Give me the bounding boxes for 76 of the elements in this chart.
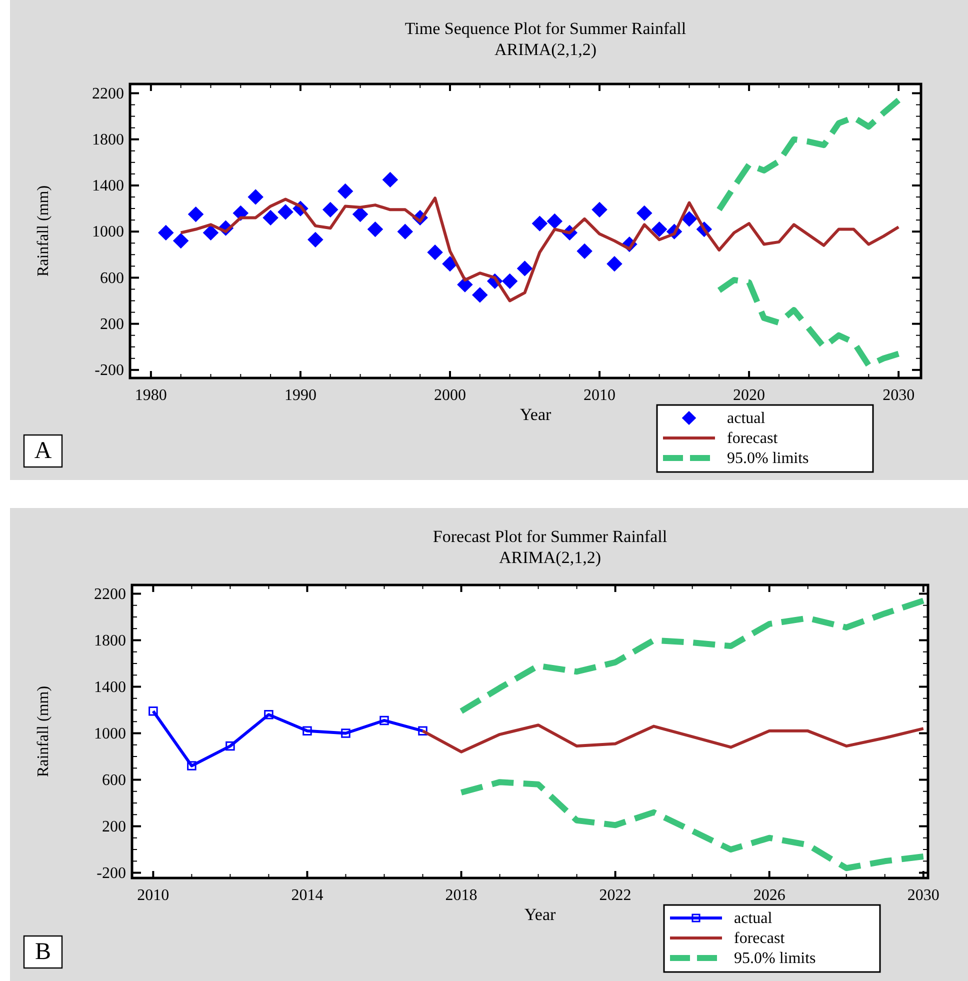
x-tick-label: 1980 <box>134 387 167 404</box>
y-tick-label: 600 <box>102 772 126 789</box>
point <box>341 728 350 738</box>
point <box>382 172 398 188</box>
y-tick-label: 200 <box>100 316 124 333</box>
point <box>532 216 548 232</box>
y-tick-label: 1800 <box>92 131 124 148</box>
x-tick-label: 2000 <box>434 387 466 404</box>
legend-label: forecast <box>734 930 786 947</box>
point <box>187 761 196 770</box>
chart-subtitle: ARIMA(2,1,2) <box>499 548 601 567</box>
x-tick-label: 2010 <box>137 887 170 904</box>
y-tick-label: -200 <box>94 362 124 380</box>
point <box>148 706 158 716</box>
point <box>322 202 338 218</box>
point <box>248 189 264 205</box>
point <box>442 256 458 272</box>
text: B <box>34 939 52 965</box>
y-tick-label: 1000 <box>92 224 124 241</box>
x-tick-label: 2026 <box>753 887 786 904</box>
point <box>264 710 274 720</box>
point <box>278 204 294 220</box>
point <box>636 205 652 221</box>
y-tick-label: 1400 <box>92 178 124 195</box>
point <box>158 224 174 241</box>
chart-title: Time Sequence Plot for Summer Rainfall <box>404 19 686 38</box>
point <box>308 232 324 248</box>
point <box>172 232 189 249</box>
x-tick-label: 2030 <box>882 387 915 404</box>
y-tick-label: 2200 <box>92 85 124 102</box>
point <box>367 221 384 238</box>
text: A <box>34 438 52 464</box>
point <box>202 224 219 241</box>
point <box>380 716 389 726</box>
point <box>302 726 312 736</box>
y-tick-label: 2200 <box>94 586 126 603</box>
y-tick-label: 1800 <box>94 632 126 650</box>
x-tick-label: 2014 <box>291 887 324 904</box>
legend-label: actual <box>734 910 773 927</box>
x-tick-label: 2010 <box>584 387 616 404</box>
x-tick-label: 2022 <box>599 887 632 904</box>
point <box>681 211 698 227</box>
point <box>606 256 622 272</box>
point <box>397 224 414 240</box>
point <box>427 244 443 260</box>
point <box>546 213 563 230</box>
point <box>418 726 428 736</box>
point <box>592 202 608 218</box>
y-tick-label: 1000 <box>94 725 126 742</box>
legend-label: actual <box>727 410 766 427</box>
point <box>337 183 354 200</box>
y-tick-label: 200 <box>102 818 126 836</box>
point <box>502 273 518 289</box>
point <box>576 243 592 259</box>
point <box>226 741 235 751</box>
x-tick-label: 2030 <box>907 887 940 904</box>
point <box>188 206 204 222</box>
point <box>651 221 668 238</box>
legend-label: forecast <box>727 430 778 447</box>
point <box>472 287 488 303</box>
y-axis-title: Rainfall (mm) <box>35 686 52 778</box>
x-tick-label: 1990 <box>284 387 316 404</box>
y-tick-label: -200 <box>96 864 126 882</box>
x-axis-title: Year <box>520 405 552 424</box>
y-tick-label: 1400 <box>94 678 126 696</box>
x-axis-title: Year <box>524 905 556 924</box>
x-tick-label: 2020 <box>733 387 766 404</box>
legend-label: 95.0% limits <box>734 950 816 967</box>
point <box>262 210 278 226</box>
x-tick-label: 2018 <box>445 887 478 904</box>
chart-subtitle: ARIMA(2,1,2) <box>494 40 596 59</box>
y-axis-title: Rainfall (mm) <box>35 185 52 277</box>
chart-title: Forecast Plot for Summer Rainfall <box>432 527 668 546</box>
y-tick-label: 600 <box>100 270 124 287</box>
point <box>516 260 533 276</box>
legend-label: 95.0% limits <box>727 450 809 467</box>
